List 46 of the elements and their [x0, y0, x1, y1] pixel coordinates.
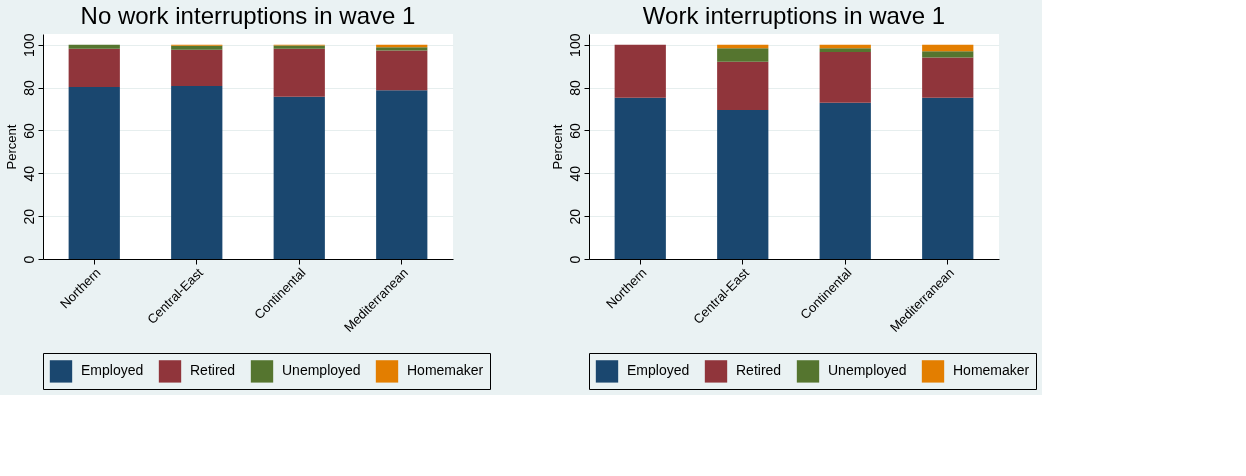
y-tick-label: 60 [566, 122, 583, 139]
bar [273, 96, 325, 259]
y-tick-label: 100 [20, 33, 37, 57]
bar [614, 44, 666, 98]
legend-label: Retired [736, 362, 782, 379]
y-axis-title: Percent [549, 124, 565, 170]
bar [171, 86, 223, 259]
bar [922, 57, 974, 98]
bar [273, 48, 325, 97]
y-tick-label: 80 [566, 80, 583, 96]
bar [68, 44, 120, 49]
chart-title: Work interruptions in wave 1 [642, 2, 946, 30]
bar [717, 61, 769, 111]
y-tick-label: 100 [566, 33, 583, 57]
legend-label: Unemployed [282, 362, 361, 379]
legend-label: Employed [627, 362, 690, 379]
bar [922, 44, 974, 52]
y-tick-label: 0 [566, 255, 583, 264]
bar [614, 97, 666, 259]
chart-title: No work interruptions in wave 1 [80, 2, 416, 30]
bar [717, 48, 769, 62]
legend-label: Unemployed [828, 362, 907, 379]
bar [171, 49, 223, 87]
legend-label: Retired [190, 362, 236, 379]
bar [922, 51, 974, 58]
y-axis-title: Percent [3, 124, 19, 170]
y-tick-label: 20 [566, 208, 583, 225]
bar [717, 110, 769, 259]
y-tick-label: 80 [20, 80, 37, 96]
y-tick-label: 40 [20, 165, 37, 182]
bar [819, 102, 871, 259]
bar [922, 97, 974, 259]
legend-label: Homemaker [407, 362, 484, 379]
y-tick-label: 0 [20, 255, 37, 264]
y-tick-label: 40 [566, 165, 583, 182]
legend-label: Employed [81, 362, 144, 379]
bar [376, 50, 428, 91]
y-tick-label: 20 [20, 208, 37, 225]
bar [819, 48, 871, 52]
y-tick-label: 60 [20, 122, 37, 139]
legend-label: Homemaker [953, 362, 1030, 379]
bar [171, 45, 223, 50]
bar [68, 86, 120, 259]
bar [376, 90, 428, 259]
bar [68, 48, 120, 87]
bar [819, 52, 871, 103]
